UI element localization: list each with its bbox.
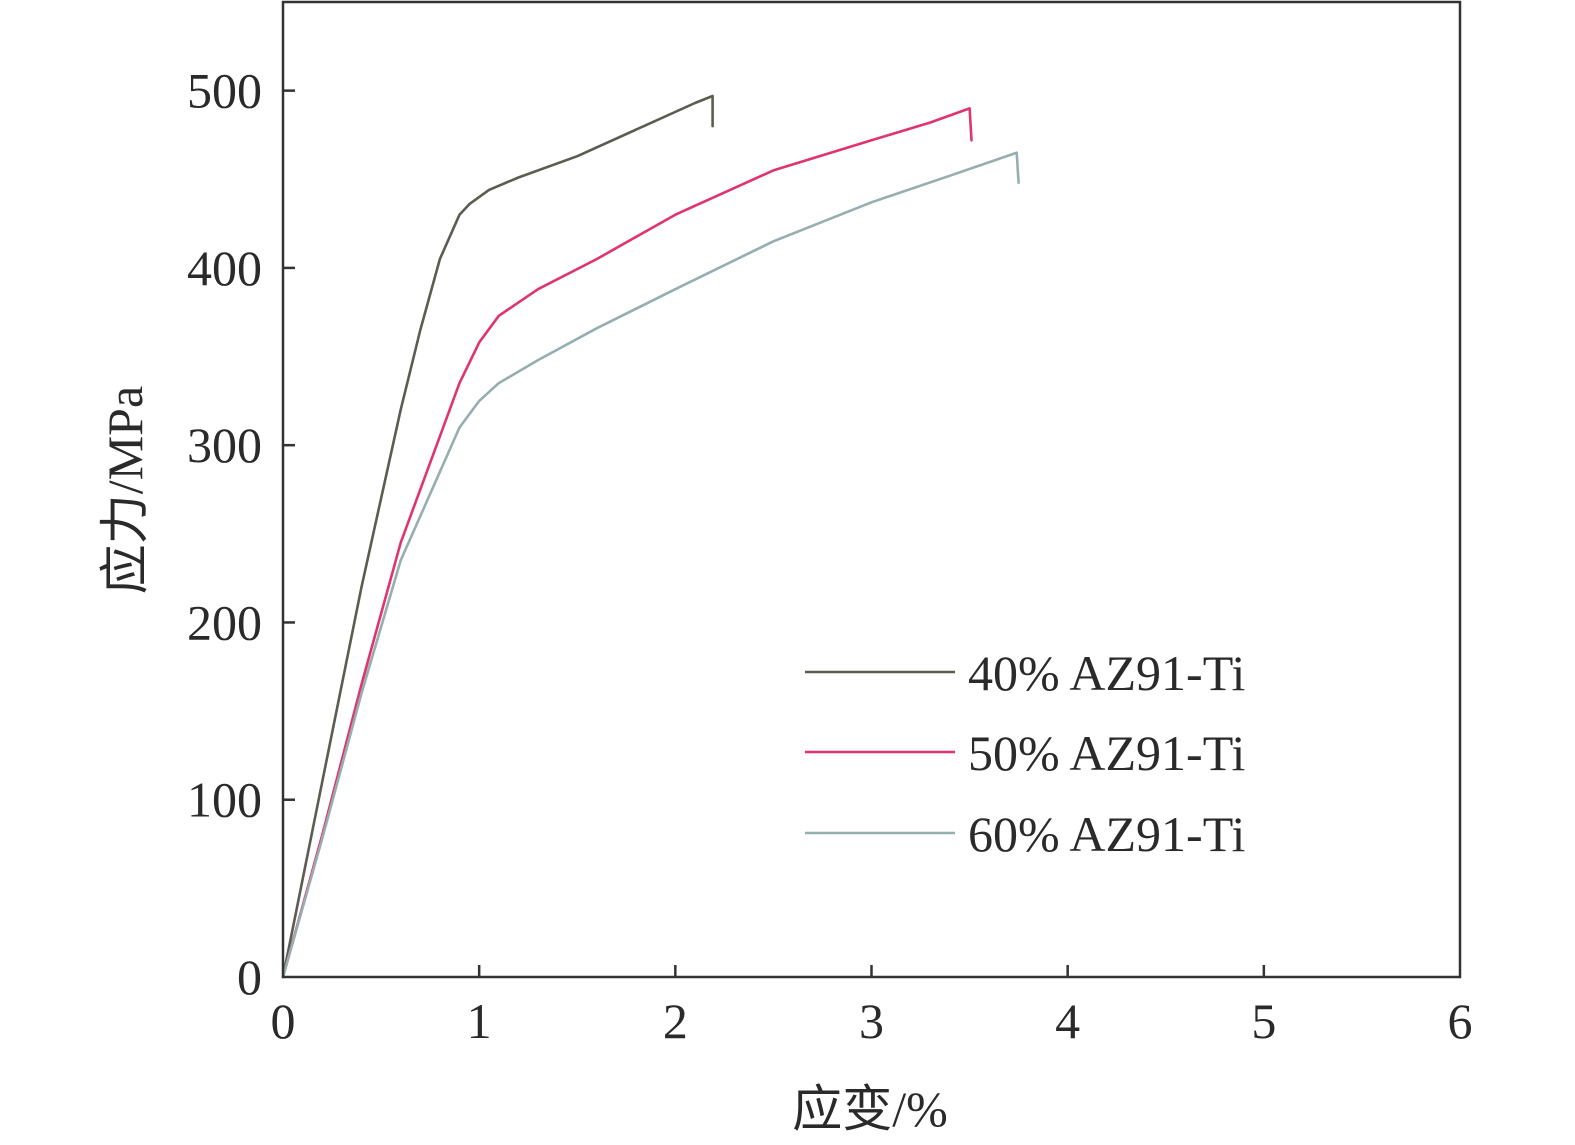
plot-frame	[281, 0, 1462, 979]
tick-marks	[283, 89, 1266, 977]
legend-label-60pct: 60% AZ91-Ti	[968, 806, 1245, 862]
y-tick-label: 0	[237, 949, 262, 1005]
x-axis-label: 应变/%	[792, 1081, 948, 1137]
x-tick-label: 3	[859, 993, 884, 1049]
series-line-2	[281, 107, 973, 979]
y-tick-label: 300	[187, 417, 262, 473]
series-layer	[281, 94, 1020, 979]
legend-label-50pct: 50% AZ91-Ti	[968, 725, 1245, 781]
series-line-1	[281, 94, 714, 979]
legend-label-40pct: 40% AZ91-Ti	[968, 645, 1245, 701]
tick-labels: 0 1 2 3 4 5 6 0 100 200 300 400 500	[187, 63, 1473, 1049]
x-tick-label: 2	[663, 993, 688, 1049]
x-tick-label: 0	[271, 993, 296, 1049]
series-line-3	[281, 151, 1020, 979]
y-axis-label: 应力/MPa	[97, 386, 153, 594]
y-tick-label: 100	[187, 772, 262, 828]
x-tick-label: 6	[1448, 993, 1473, 1049]
y-tick-label: 200	[187, 594, 262, 650]
y-tick-label: 400	[187, 240, 262, 296]
x-tick-label: 4	[1055, 993, 1080, 1049]
legend: 40% AZ91-Ti 50% AZ91-Ti 60% AZ91-Ti	[805, 645, 1245, 862]
y-tick-label: 500	[187, 63, 262, 119]
x-tick-label: 1	[467, 993, 492, 1049]
x-tick-label: 5	[1251, 993, 1276, 1049]
